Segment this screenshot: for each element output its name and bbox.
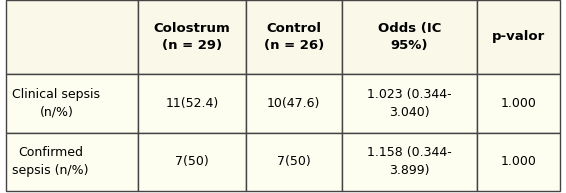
Text: Control
(n = 26): Control (n = 26) bbox=[264, 22, 324, 52]
Bar bbox=[6, 0, 138, 74]
Text: Colostrum
(n = 29): Colostrum (n = 29) bbox=[154, 22, 230, 52]
Text: Odds (IC
95%): Odds (IC 95%) bbox=[378, 22, 441, 52]
Text: 11(52.4): 11(52.4) bbox=[165, 97, 218, 110]
Text: 7(50): 7(50) bbox=[175, 155, 209, 168]
Bar bbox=[138, 133, 246, 191]
Bar bbox=[246, 133, 341, 191]
Text: 1.000: 1.000 bbox=[501, 155, 537, 168]
Bar bbox=[6, 74, 138, 133]
Text: 10(47.6): 10(47.6) bbox=[267, 97, 320, 110]
Text: 1.158 (0.344-
3.899): 1.158 (0.344- 3.899) bbox=[367, 146, 452, 177]
Bar bbox=[246, 0, 341, 74]
Text: 1.023 (0.344-
3.040): 1.023 (0.344- 3.040) bbox=[367, 88, 452, 119]
Bar bbox=[6, 133, 138, 191]
Bar bbox=[477, 74, 560, 133]
Text: 7(50): 7(50) bbox=[277, 155, 311, 168]
Bar bbox=[477, 133, 560, 191]
Bar bbox=[341, 74, 477, 133]
Text: Clinical sepsis
(n/%): Clinical sepsis (n/%) bbox=[12, 88, 100, 119]
Bar bbox=[138, 0, 246, 74]
Text: p-valor: p-valor bbox=[492, 30, 546, 43]
Text: 1.000: 1.000 bbox=[501, 97, 537, 110]
Text: Confirmed
sepsis (n/%): Confirmed sepsis (n/%) bbox=[12, 146, 89, 177]
Bar bbox=[341, 133, 477, 191]
Bar bbox=[341, 0, 477, 74]
Bar bbox=[246, 74, 341, 133]
Bar bbox=[138, 74, 246, 133]
Bar bbox=[477, 0, 560, 74]
